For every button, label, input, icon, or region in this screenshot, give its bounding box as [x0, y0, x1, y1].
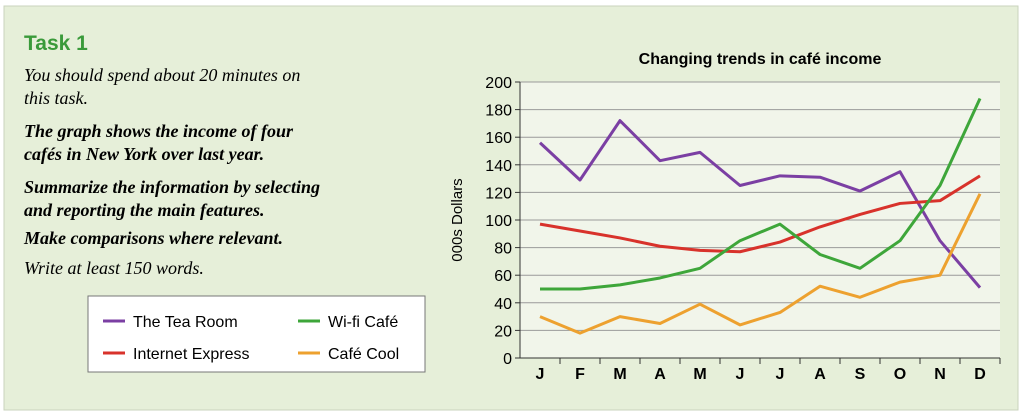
- y-tick-label: 20: [494, 323, 512, 340]
- x-tick-label: A: [654, 366, 666, 383]
- y-tick-label: 140: [485, 158, 512, 175]
- y-tick-label: 80: [494, 241, 512, 258]
- legend-label: Café Cool: [328, 346, 399, 363]
- legend-label: The Tea Room: [133, 314, 238, 331]
- legend-label: Internet Express: [133, 346, 250, 363]
- legend-box: [87, 295, 426, 373]
- x-tick-label: M: [693, 366, 706, 383]
- y-tick-label: 60: [494, 268, 512, 285]
- prompt-line: cafés in New York over last year.: [24, 144, 264, 164]
- y-tick-label: 0: [503, 351, 512, 368]
- y-tick-label: 120: [485, 185, 512, 202]
- x-tick-label: J: [536, 366, 545, 383]
- prompt-line: Make comparisons where relevant.: [23, 228, 283, 248]
- x-tick-label: J: [776, 366, 785, 383]
- y-tick-label: 40: [494, 296, 512, 313]
- x-tick-label: J: [736, 366, 745, 383]
- series-line: [540, 97, 982, 291]
- y-tick-label: 160: [485, 130, 512, 147]
- intro-line: this task.: [24, 88, 88, 108]
- series-line: [538, 119, 982, 289]
- x-tick-label: N: [934, 366, 946, 383]
- x-tick-label: O: [894, 366, 906, 383]
- y-axis-label: 000s Dollars: [449, 178, 466, 261]
- heading: Task 1: [24, 32, 88, 55]
- legend-label: Wi-fi Café: [328, 314, 398, 331]
- x-tick-label: A: [814, 366, 826, 383]
- prompt-line: and reporting the main features.: [24, 200, 265, 220]
- x-tick-label: M: [613, 366, 626, 383]
- x-tick-label: S: [855, 366, 866, 383]
- x-tick-label: D: [974, 366, 986, 383]
- x-tick-label: F: [575, 366, 585, 383]
- instruction: Write at least 150 words.: [24, 258, 204, 278]
- y-tick-label: 200: [485, 75, 512, 92]
- series-line: [539, 193, 982, 335]
- prompt-line: Summarize the information by selecting: [24, 177, 320, 197]
- intro-line: You should spend about 20 minutes on: [24, 65, 300, 85]
- y-tick-label: 100: [485, 213, 512, 230]
- series-line: [539, 174, 981, 254]
- chart-title: Changing trends in café income: [639, 51, 882, 68]
- prompt-line: The graph shows the income of four: [24, 121, 294, 141]
- y-tick-label: 180: [485, 103, 512, 120]
